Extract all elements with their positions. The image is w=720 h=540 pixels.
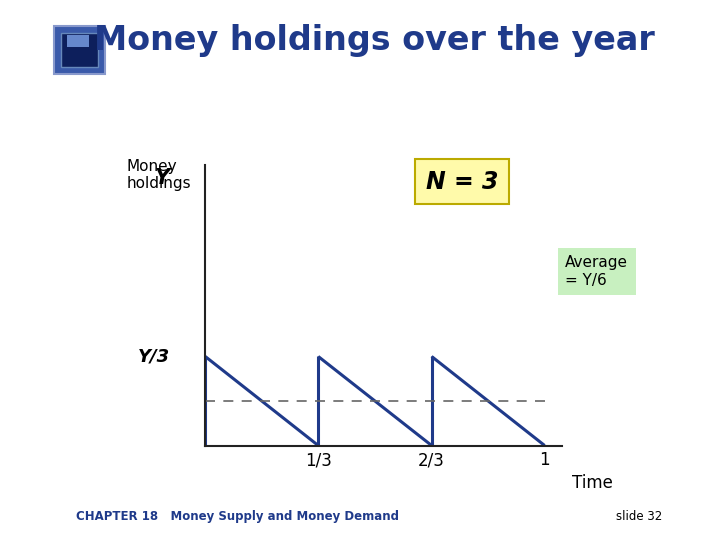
FancyBboxPatch shape	[61, 33, 98, 67]
FancyBboxPatch shape	[54, 26, 105, 74]
Text: Money
holdings: Money holdings	[127, 159, 192, 192]
FancyBboxPatch shape	[68, 35, 89, 47]
Text: Time: Time	[572, 474, 613, 491]
Text: Y: Y	[154, 168, 169, 188]
Text: Money holdings over the year: Money holdings over the year	[94, 24, 654, 57]
Text: Y/3: Y/3	[138, 347, 169, 366]
Text: Average
= Y/6: Average = Y/6	[565, 255, 628, 288]
Text: N = 3: N = 3	[426, 170, 498, 193]
Text: slide 32: slide 32	[616, 510, 662, 523]
Text: CHAPTER 18   Money Supply and Money Demand: CHAPTER 18 Money Supply and Money Demand	[76, 510, 399, 523]
